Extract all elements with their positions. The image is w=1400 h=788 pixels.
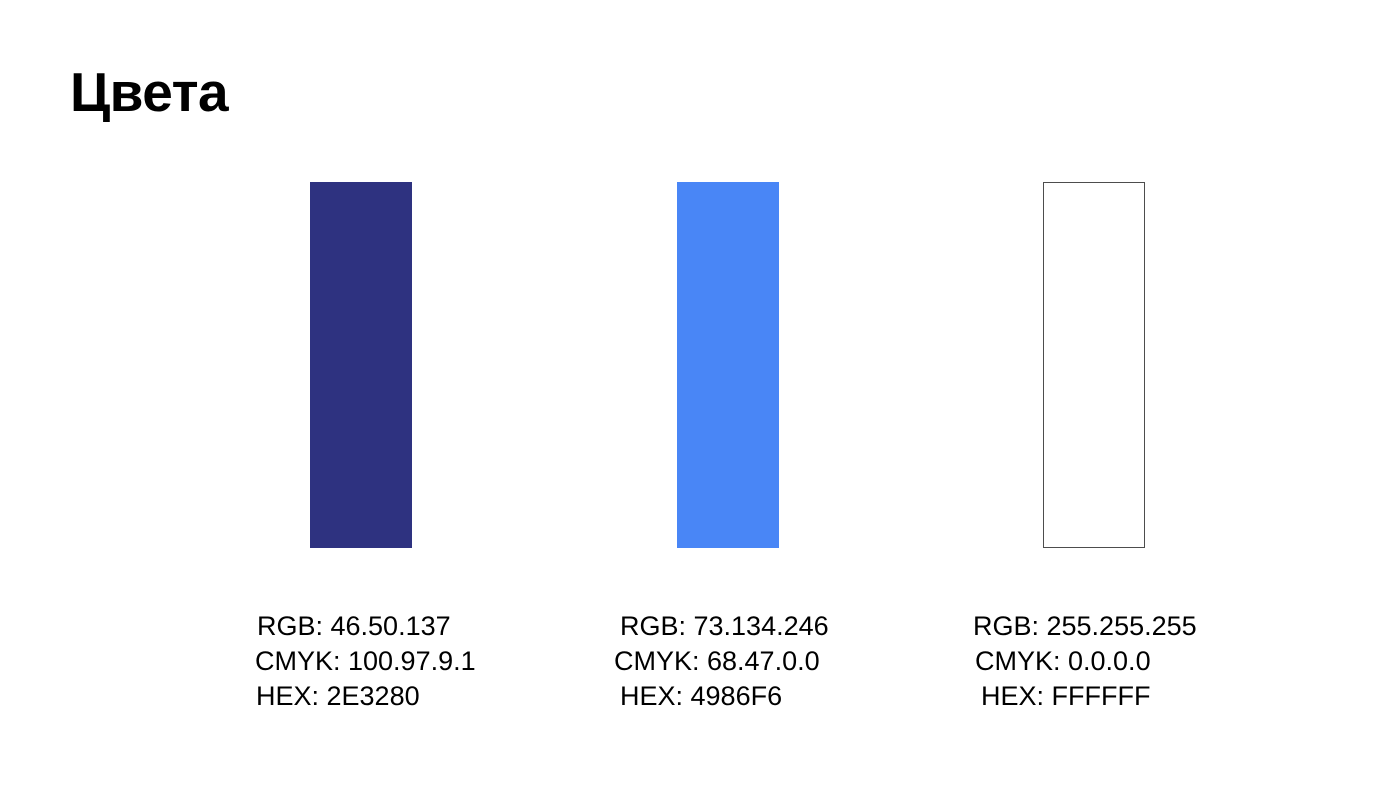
page-title: Цвета	[70, 61, 229, 123]
color-spec-white: RGB: 255.255.255 CMYK: 0.0.0.0 HEX: FFFF…	[973, 609, 1197, 714]
color-swatch-bright-blue	[677, 182, 779, 548]
color-spec-bright-blue: RGB: 73.134.246 CMYK: 68.47.0.0 HEX: 498…	[614, 609, 829, 714]
color-spec-dark-blue: RGB: 46.50.137 CMYK: 100.97.9.1 HEX: 2E3…	[255, 609, 476, 714]
rgb-value: RGB: 46.50.137	[257, 611, 451, 641]
color-swatch-white	[1043, 182, 1145, 548]
cmyk-value: CMYK: 0.0.0.0	[975, 646, 1151, 676]
rgb-value: RGB: 255.255.255	[973, 611, 1197, 641]
cmyk-value: CMYK: 100.97.9.1	[255, 646, 476, 676]
hex-value: HEX: 4986F6	[620, 681, 783, 711]
hex-value: HEX: 2E3280	[256, 681, 420, 711]
cmyk-value: CMYK: 68.47.0.0	[614, 646, 820, 676]
rgb-value: RGB: 73.134.246	[620, 611, 829, 641]
hex-value: HEX: FFFFFF	[981, 681, 1151, 711]
color-swatch-dark-blue	[310, 182, 412, 548]
